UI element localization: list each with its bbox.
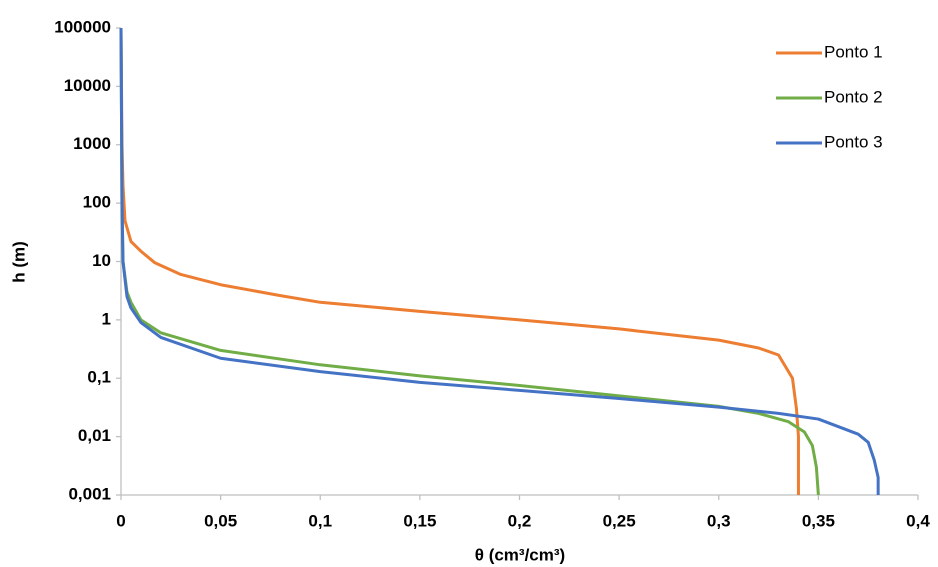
x-tick-label: 0,25 (603, 511, 636, 530)
y-tick-label: 0,001 (68, 484, 111, 503)
x-axis-title: θ (cm³/cm³) (475, 545, 565, 564)
x-tick-label: 0,05 (204, 511, 237, 530)
legend-label: Ponto 3 (824, 132, 883, 151)
y-tick-label: 1 (102, 309, 111, 328)
x-tick-label: 0,15 (403, 511, 436, 530)
y-tick-label: 10 (92, 251, 111, 270)
legend-label: Ponto 2 (824, 87, 883, 106)
x-tick-label: 0,3 (707, 511, 731, 530)
y-tick-label: 1000 (73, 134, 111, 153)
x-tick-label: 0,1 (308, 511, 332, 530)
y-axis-title: h (m) (9, 241, 28, 283)
y-tick-label: 10000 (64, 76, 111, 95)
x-tick-label: 0,35 (802, 511, 835, 530)
y-tick-label: 100 (83, 193, 111, 212)
y-tick-label: 0,01 (78, 426, 111, 445)
legend-label: Ponto 1 (824, 42, 883, 61)
x-tick-label: 0,4 (906, 511, 930, 530)
data-line (119, 27, 800, 495)
y-tick-label: 0,1 (87, 368, 111, 387)
x-tick-label: 0 (116, 511, 125, 530)
x-tick-label: 0,2 (508, 511, 532, 530)
data-line (119, 27, 820, 496)
y-tick-label: 100000 (54, 17, 111, 36)
data-line (119, 27, 880, 495)
